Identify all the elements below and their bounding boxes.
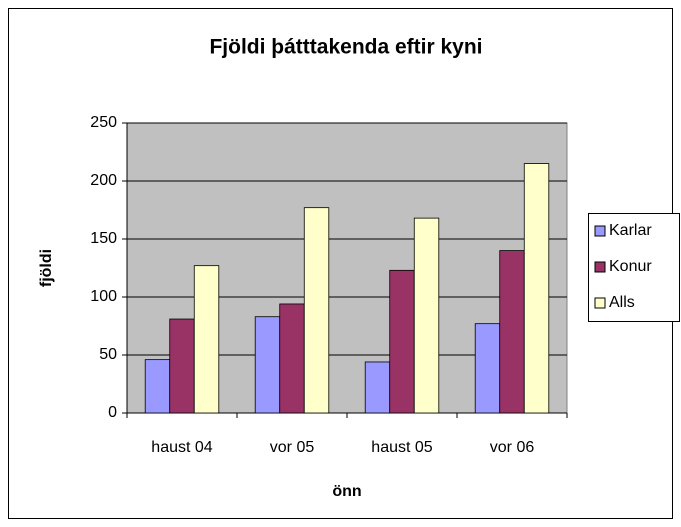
- y-tick-label: 200: [90, 172, 117, 189]
- x-tick-label: haust 05: [371, 439, 432, 456]
- y-tick-label: 150: [90, 230, 117, 247]
- legend-swatch: [594, 261, 606, 273]
- chart-title: Fjöldi þátttakenda eftir kyni: [209, 36, 482, 59]
- bar: [413, 217, 440, 414]
- x-tick-label: vor 06: [490, 439, 535, 456]
- bar: [144, 359, 171, 414]
- y-tick-label: 100: [90, 288, 117, 305]
- bar: [364, 361, 391, 414]
- legend-label: Alls: [609, 294, 635, 311]
- y-tick-label: 0: [108, 404, 117, 421]
- bar: [254, 316, 281, 414]
- bar: [523, 163, 550, 414]
- bar: [389, 269, 415, 414]
- bar: [169, 318, 195, 414]
- bar: [193, 265, 220, 414]
- legend-swatch: [594, 225, 606, 237]
- legend-label: Karlar: [609, 222, 652, 239]
- bar: [303, 207, 330, 414]
- y-tick-label: 50: [99, 346, 117, 363]
- y-tick-label: 250: [90, 114, 117, 131]
- bar: [499, 250, 525, 414]
- legend-swatch: [594, 297, 606, 309]
- x-tick-label: vor 05: [270, 439, 315, 456]
- x-axis-label: önn: [332, 483, 361, 500]
- bar: [474, 323, 501, 414]
- legend-label: Konur: [609, 258, 652, 275]
- y-axis-label: fjöldi: [38, 249, 55, 287]
- bar: [279, 303, 305, 414]
- x-tick-label: haust 04: [151, 439, 212, 456]
